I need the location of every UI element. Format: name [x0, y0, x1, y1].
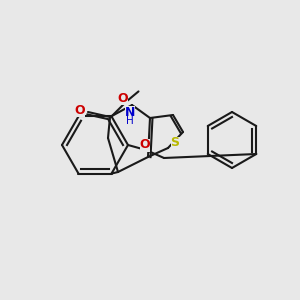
Text: O: O — [140, 139, 150, 152]
Text: S: S — [170, 136, 179, 149]
Text: N: N — [125, 106, 135, 118]
Text: O: O — [75, 103, 85, 116]
Text: H: H — [126, 116, 134, 126]
Text: O: O — [117, 92, 128, 105]
